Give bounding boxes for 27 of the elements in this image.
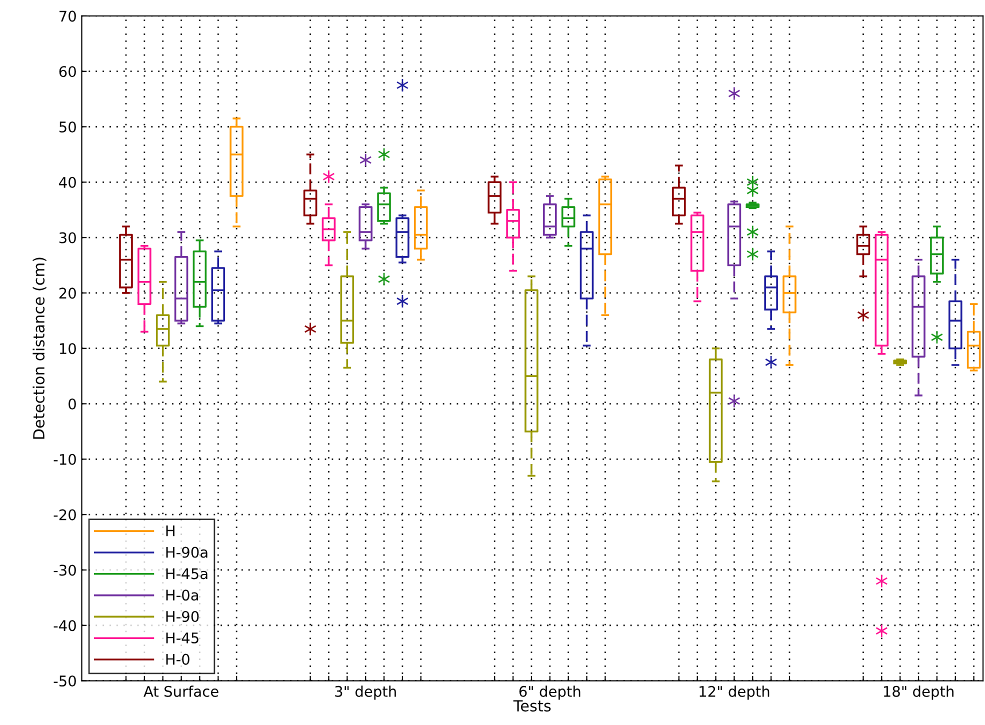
x-tick-label: 12" depth (700, 686, 770, 700)
y-tick-label: 30 (59, 232, 76, 244)
y-tick-label: -20 (54, 509, 76, 520)
y-axis-title: Detection distance (cm) (32, 258, 46, 439)
legend-label: H-90a (166, 546, 208, 558)
y-tick-label: -10 (54, 454, 76, 465)
x-tick-label: 3" depth (335, 686, 396, 700)
legend-label: H-45a (166, 568, 208, 580)
legend-label: H (166, 526, 174, 536)
x-tick-label: At Surface (144, 686, 218, 697)
x-axis-title: Tests (513, 700, 551, 712)
y-tick-label: -40 (54, 620, 76, 632)
y-tick-label: 70 (60, 10, 76, 22)
y-tick-label: 50 (59, 121, 76, 132)
y-tick-label: 10 (60, 343, 76, 354)
y-tick-label: 40 (59, 176, 76, 188)
legend-label: H-0 (166, 654, 190, 665)
y-tick-label: 0 (68, 398, 76, 410)
x-tick-label: 18" depth (884, 686, 954, 700)
y-tick-label: 20 (59, 288, 76, 299)
y-tick-label: 60 (59, 66, 76, 78)
y-tick-label: -50 (54, 675, 76, 687)
x-tick-label: 6" depth (519, 686, 580, 700)
legend-label: H-90 (166, 610, 199, 622)
y-tick-label: -30 (54, 564, 76, 576)
legend-label: H-0a (166, 590, 198, 601)
legend-label: H-45 (166, 632, 198, 644)
